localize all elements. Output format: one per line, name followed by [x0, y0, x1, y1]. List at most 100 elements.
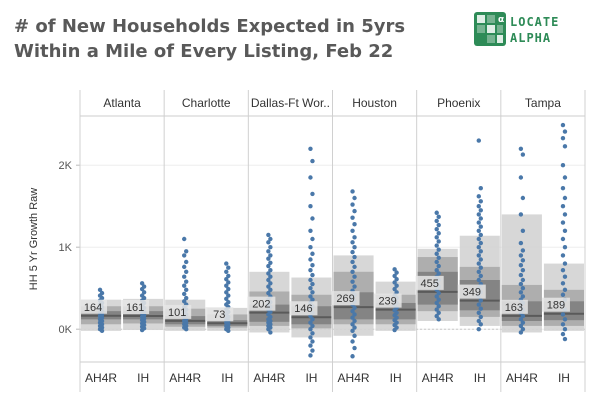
median-label-background-10 [499, 299, 528, 314]
chart-title-line-1: # of New Households Expected in 5yrs [14, 16, 406, 37]
data-point [478, 322, 483, 327]
data-point [562, 228, 568, 233]
data-point [310, 272, 315, 278]
data-point [436, 271, 441, 276]
data-point [226, 265, 231, 270]
data-point [436, 317, 441, 322]
data-point [226, 280, 231, 285]
data-point [562, 261, 568, 266]
category-label-10: AH4R [506, 371, 538, 385]
data-point [476, 194, 481, 199]
data-point [310, 297, 315, 302]
y-axis-label: HH 5 Yr Growth Raw [28, 188, 40, 291]
data-point [478, 185, 483, 191]
data-point [350, 259, 355, 265]
data-point [182, 291, 187, 297]
data-point [518, 317, 524, 322]
data-point [478, 314, 483, 320]
data-point [310, 236, 315, 242]
data-point [266, 284, 271, 289]
facet-label-2: Dallas-Ft Wor.. [251, 96, 330, 110]
data-point [392, 286, 397, 292]
data-point [184, 259, 189, 265]
logo-text-line-2: ALPHA [510, 31, 552, 45]
median-label-10: 163 [505, 302, 523, 314]
facet-label-3: Houston [352, 96, 397, 110]
median-label-background-0 [79, 299, 108, 314]
data-point [308, 245, 313, 250]
data-point [308, 146, 313, 151]
data-point [394, 276, 399, 282]
data-point [520, 277, 526, 283]
data-point [308, 353, 313, 358]
data-point [352, 195, 357, 201]
data-point [436, 297, 441, 302]
data-point [562, 245, 568, 250]
data-point [434, 307, 439, 312]
data-point [476, 236, 481, 242]
data-point [266, 240, 271, 245]
data-point [184, 295, 189, 301]
category-label-4: AH4R [253, 371, 285, 385]
data-point [520, 313, 526, 319]
data-point [350, 315, 355, 320]
data-point [350, 228, 355, 233]
data-point [560, 204, 566, 209]
data-point [139, 327, 145, 333]
data-point [434, 267, 439, 273]
data-point [308, 228, 313, 233]
median-label-6: 269 [336, 293, 354, 305]
category-label-8: AH4R [422, 371, 454, 385]
data-point [310, 331, 315, 336]
data-point [560, 281, 566, 286]
data-point [266, 263, 271, 269]
y-tick-label: 1K [59, 242, 73, 254]
data-point [97, 287, 103, 293]
data-point [560, 267, 566, 273]
y-tick-label: 2K [59, 160, 73, 172]
data-point [518, 290, 524, 295]
median-label-background-1 [121, 299, 150, 314]
data-point [310, 251, 315, 256]
data-point [308, 286, 313, 291]
data-point [352, 284, 357, 289]
data-point [518, 281, 524, 287]
data-point [352, 312, 357, 317]
data-point [394, 290, 399, 295]
data-point [436, 239, 441, 244]
data-point [520, 267, 526, 273]
data-point [266, 327, 271, 332]
data-point [268, 236, 273, 242]
data-point [562, 129, 568, 134]
data-point [562, 212, 568, 217]
data-point [184, 249, 189, 254]
data-point [562, 336, 568, 342]
data-point [560, 185, 566, 191]
data-point [352, 245, 357, 250]
data-point [476, 228, 481, 233]
data-point [392, 327, 397, 333]
data-point [308, 327, 313, 332]
data-point [562, 274, 568, 279]
data-point [560, 253, 566, 258]
data-point [99, 328, 105, 334]
data-point [226, 273, 231, 279]
data-point [436, 214, 441, 220]
data-point [520, 327, 526, 332]
locate-alpha-grid-icon: α [474, 12, 506, 46]
data-point [518, 263, 524, 268]
data-point [562, 317, 568, 322]
data-point [562, 144, 568, 149]
data-point [560, 163, 566, 168]
data-point [436, 304, 441, 309]
data-point [478, 232, 483, 238]
data-point [310, 317, 315, 322]
median-label-5: 146 [294, 303, 312, 315]
data-point [352, 235, 357, 240]
data-point [436, 222, 441, 228]
median-label-background-9 [457, 284, 486, 299]
facet-label-5: Tampa [525, 96, 561, 110]
median-label-background-2 [163, 304, 192, 319]
data-point [478, 306, 483, 311]
data-point [520, 258, 526, 263]
